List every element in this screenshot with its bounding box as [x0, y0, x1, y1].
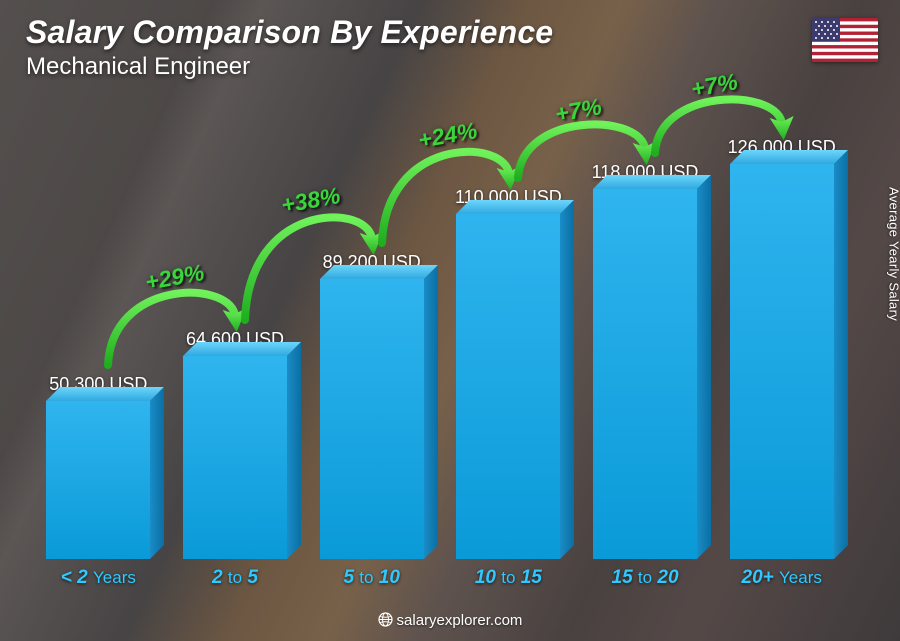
- x-category-label: 5 to 10: [303, 567, 440, 589]
- bar-slot: 126,000 USD: [713, 137, 850, 559]
- bar: [183, 356, 287, 559]
- bar-top-face: [456, 200, 574, 214]
- chart-stage: Salary Comparison By Experience Mechanic…: [0, 0, 900, 641]
- bar-slot: 89,200 USD: [303, 252, 440, 559]
- bar: [593, 189, 697, 559]
- bar-side-face: [424, 265, 438, 559]
- bar-front: [320, 279, 424, 559]
- x-axis-labels: < 2 Years2 to 55 to 1010 to 1515 to 2020…: [30, 567, 850, 589]
- x-category-label: < 2 Years: [30, 567, 167, 589]
- bar-slot: 64,600 USD: [167, 329, 304, 559]
- footer-text: salaryexplorer.com: [397, 612, 523, 629]
- bars-container: 50,300 USD64,600 USD89,200 USD110,000 US…: [30, 103, 850, 559]
- bar-side-face: [560, 200, 574, 559]
- bar-top-face: [593, 175, 711, 189]
- jump-percent-label: +7%: [689, 68, 740, 103]
- bar-top-face: [46, 387, 164, 401]
- bar: [456, 214, 560, 559]
- bar-front: [183, 356, 287, 559]
- bar-slot: 50,300 USD: [30, 374, 167, 559]
- bar-side-face: [287, 342, 301, 559]
- bar-top-face: [320, 265, 438, 279]
- bar-slot: 118,000 USD: [577, 162, 714, 559]
- x-category-label: 15 to 20: [577, 567, 714, 589]
- bar-side-face: [834, 150, 848, 559]
- bar-side-face: [150, 387, 164, 559]
- bar: [320, 279, 424, 559]
- bar-front: [46, 401, 150, 559]
- title-block: Salary Comparison By Experience Mechanic…: [26, 14, 553, 81]
- bar-chart: 50,300 USD64,600 USD89,200 USD110,000 US…: [30, 103, 850, 583]
- footer: salaryexplorer.com: [0, 612, 900, 631]
- bar-front: [456, 214, 560, 559]
- globe-icon: [378, 612, 393, 631]
- chart-title: Salary Comparison By Experience: [26, 14, 553, 51]
- bar-top-face: [730, 150, 848, 164]
- us-flag-icon: [812, 18, 878, 62]
- bar-slot: 110,000 USD: [440, 187, 577, 559]
- x-category-label: 20+ Years: [713, 567, 850, 589]
- bar-side-face: [697, 175, 711, 559]
- x-category-label: 2 to 5: [167, 567, 304, 589]
- chart-subtitle: Mechanical Engineer: [26, 53, 553, 81]
- x-category-label: 10 to 15: [440, 567, 577, 589]
- bar-top-face: [183, 342, 301, 356]
- y-axis-label: Average Yearly Salary: [887, 187, 900, 321]
- bar: [46, 401, 150, 559]
- bar: [730, 164, 834, 559]
- bar-front: [730, 164, 834, 559]
- bar-front: [593, 189, 697, 559]
